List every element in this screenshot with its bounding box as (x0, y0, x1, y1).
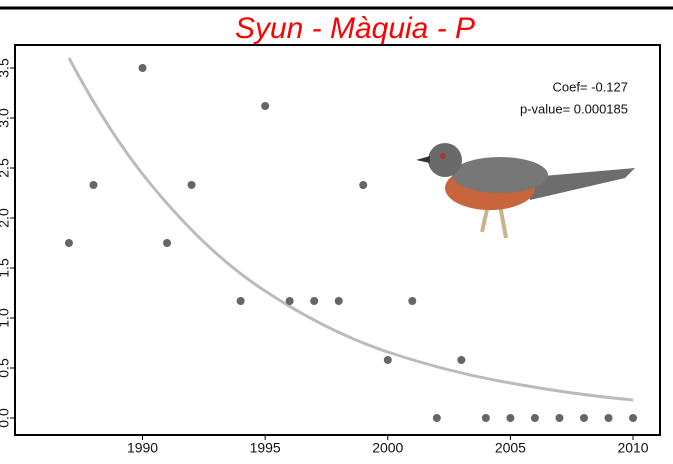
point (506, 414, 514, 422)
y-tick-label: 0.0 (0, 408, 12, 428)
chart-title: Syun - Màquia - P (235, 12, 475, 45)
chart: Syun - Màquia - P Coef= -0.127 p-value= … (0, 0, 673, 464)
point (335, 297, 343, 305)
y-tick-label: 0.5 (0, 358, 12, 378)
y-tick-label: 2.5 (0, 158, 12, 178)
point (286, 297, 294, 305)
y-tick-label: 1.5 (0, 258, 12, 278)
point (457, 356, 465, 364)
point (531, 414, 539, 422)
y-tick-label: 3.0 (0, 108, 12, 128)
point (359, 181, 367, 189)
point (237, 297, 245, 305)
point (580, 414, 588, 422)
x-tick-label: 2005 (495, 440, 526, 456)
point (261, 102, 269, 110)
point (188, 181, 196, 189)
point (310, 297, 318, 305)
y-tick-label: 3.5 (0, 58, 12, 78)
point (65, 239, 73, 247)
point (482, 414, 490, 422)
x-tick-label: 1990 (127, 440, 158, 456)
point (384, 356, 392, 364)
x-tick-label: 2010 (617, 440, 648, 456)
point (408, 297, 416, 305)
y-tick-label: 1.0 (0, 308, 12, 328)
bird-illustration (416, 143, 635, 238)
point (555, 414, 563, 422)
point (629, 414, 637, 422)
y-tick-label: 2.0 (0, 208, 12, 228)
point (604, 414, 612, 422)
point (89, 181, 97, 189)
x-tick-label: 1995 (250, 440, 281, 456)
point (139, 64, 147, 72)
x-tick-label: 2000 (372, 440, 403, 456)
point (163, 239, 171, 247)
annotation: Coef= -0.127 (552, 79, 628, 94)
page: {"chart_data": {"type": "scatter", "titl… (0, 0, 673, 464)
annotation: p-value= 0.000185 (520, 101, 628, 116)
point (433, 414, 441, 422)
